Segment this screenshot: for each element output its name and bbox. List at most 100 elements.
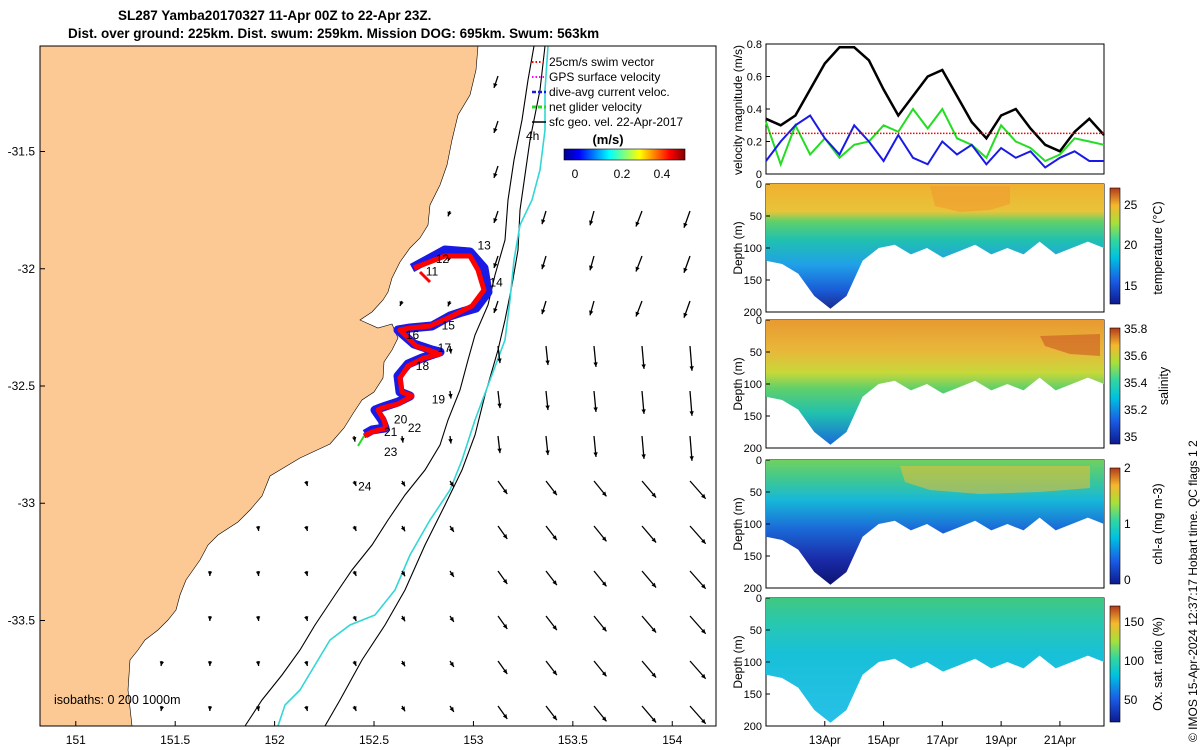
- oxygen-tick: 100: [1124, 654, 1144, 668]
- velocity-vector-head: [400, 706, 406, 712]
- velocity-vector-head: [689, 456, 694, 461]
- velocity-vector-head: [589, 265, 594, 271]
- velocity-vector-head: [304, 526, 309, 531]
- depth-tick-label: 50: [750, 347, 762, 359]
- velocity-vector-head: [493, 172, 498, 178]
- date-tick-label: 13Apr: [809, 733, 841, 747]
- velocity-vector-head: [601, 491, 607, 497]
- velocity-vector-head: [304, 706, 309, 711]
- depth-tick-label: 150: [744, 411, 762, 423]
- legend-item-current: dive-avg current veloc.: [549, 85, 670, 99]
- velocity-vector-head: [447, 301, 452, 307]
- velocity-vector-head: [207, 706, 213, 711]
- surface-velocity-line: [277, 45, 549, 727]
- velocity-vector-head: [207, 616, 213, 621]
- velocity-vector-head: [545, 405, 550, 411]
- temperature-colorbar-label: temperature (°C): [1151, 201, 1165, 294]
- velocity-vector-head: [502, 489, 508, 494]
- velocity-vector-head: [651, 672, 657, 678]
- depth-tick-label: 100: [744, 379, 762, 391]
- velocity-vector-head: [159, 706, 165, 711]
- track-day-label: 23: [384, 445, 398, 459]
- velocity-vector-head: [701, 718, 706, 724]
- depth-tick-label: 100: [744, 657, 762, 669]
- temperature-colorbar: [1109, 187, 1121, 305]
- velocity-plot: 0 0.2 0.4 0.6 0.8 velocity magnitude (m/s): [731, 39, 1105, 181]
- velocity-vector-head: [641, 364, 646, 369]
- chlorophyll-bloom-patch: [900, 466, 1090, 494]
- velocity-vector-head: [701, 583, 706, 589]
- date-axis-ticks: 13Apr 15Apr 17Apr 19Apr 21Apr: [809, 721, 1076, 747]
- velocity-vector-head: [255, 706, 261, 711]
- depth-tick-label: 150: [744, 275, 762, 287]
- velocity-vector-head: [449, 706, 454, 712]
- velocity-vector-head: [593, 452, 598, 457]
- map-y-tick-label: -33.5: [8, 613, 36, 627]
- velocity-y-label: velocity magnitude (m/s): [731, 45, 745, 175]
- salinity-colorbar: [1109, 327, 1121, 445]
- colorbar-tick: 0.4: [654, 167, 671, 181]
- velocity-vector-head: [352, 436, 357, 442]
- velocity-vector-head: [497, 358, 502, 364]
- map-x-tick-label: 152.5: [359, 733, 389, 747]
- velocity-vector-head: [449, 481, 454, 487]
- velocity-vector-head: [400, 437, 405, 443]
- depth-tick-label: 50: [750, 625, 762, 637]
- depth-tick-label: 100: [744, 519, 762, 531]
- velocity-vector-head: [255, 661, 261, 666]
- track-day-label: 11: [426, 265, 439, 279]
- depth-tick-label: 50: [750, 487, 762, 499]
- velocity-vector-head: [651, 717, 657, 723]
- velocity-vector-head: [552, 670, 557, 676]
- velocity-vector-head: [683, 222, 688, 228]
- velocity-line: [765, 46, 1105, 153]
- depth-axis-ticks: 0 50 100 150 200 Depth (m) 0 50 100 150 200 Depth (…: [731, 179, 770, 733]
- legend-item-sfc: sfc geo. vel. 22-Apr-2017: [549, 115, 683, 129]
- velocity-vector-head: [502, 714, 508, 719]
- isobath-label: isobaths: 0 200 1000m: [54, 693, 180, 707]
- velocity-vector-head: [502, 579, 508, 584]
- velocity-vector-head: [304, 616, 309, 621]
- temperature-field: [766, 184, 1104, 309]
- depth-tick-label: 150: [744, 689, 762, 701]
- temperature-tick: 25: [1124, 198, 1138, 212]
- velocity-vector-head: [701, 538, 706, 544]
- date-tick-label: 17Apr: [926, 733, 958, 747]
- velocity-y-ticks: 0 0.2 0.4 0.6 0.8: [747, 39, 770, 181]
- map-legend: 25cm/s swim vector GPS surface velocity …: [532, 55, 683, 129]
- chart-title-line2: Dist. over ground: 225km. Dist. swum: 25…: [68, 26, 600, 41]
- depth-tick-label: 0: [756, 593, 762, 605]
- velocity-vector-head: [689, 366, 694, 371]
- track-day-label: 20: [394, 412, 408, 426]
- velocity-vector-head: [683, 312, 688, 318]
- colorbar-tick: 0: [572, 167, 579, 181]
- track-day-label: 13: [477, 239, 491, 253]
- map-x-tick-label: 154: [662, 733, 682, 747]
- velocity-vector-head: [635, 311, 640, 317]
- velocity-vector-head: [593, 407, 598, 412]
- velocity-vector-head: [601, 716, 607, 722]
- velocity-vector-head: [502, 624, 508, 629]
- time-annotation: 4h: [526, 129, 539, 143]
- velocity-vector-head: [641, 409, 646, 414]
- salinity-tick: 35.2: [1124, 403, 1148, 417]
- velocity-vector-head: [701, 673, 706, 679]
- velocity-y-tick-label: 0: [756, 169, 762, 181]
- colorbar-gradient: [563, 148, 686, 161]
- velocity-vector-head: [493, 307, 498, 313]
- map-axis-ticks: 151 151.5 152 152.5 153 153.5 154 -31.5 -32 -32.5…: [8, 145, 683, 747]
- velocity-vector-head: [449, 661, 454, 667]
- map-x-tick-label: 153.5: [558, 733, 588, 747]
- velocity-vector-head: [493, 82, 498, 88]
- salinity-tick: 35.8: [1124, 322, 1148, 336]
- velocity-vector-head: [651, 492, 657, 498]
- velocity-y-tick-label: 0.2: [747, 137, 762, 149]
- legend-item-net: net glider velocity: [549, 100, 642, 114]
- velocity-vector-head: [552, 715, 557, 721]
- track-day-label: 17: [438, 341, 452, 355]
- velocity-vector-head: [207, 661, 213, 666]
- velocity-vector-head: [502, 669, 508, 674]
- footer-note: © IMOS 15-Apr-2024 12:37:17 Hobart time.…: [1186, 440, 1200, 742]
- velocity-vector-head: [400, 661, 406, 667]
